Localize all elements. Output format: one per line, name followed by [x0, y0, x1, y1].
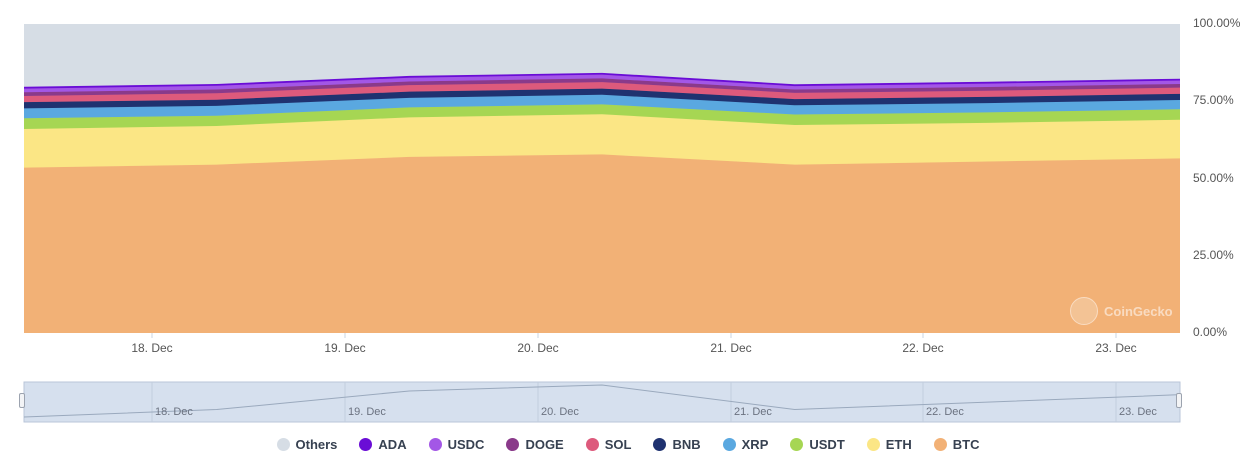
legend-dot-icon — [428, 438, 442, 451]
navigator-tick-label: 20. Dec — [541, 406, 579, 418]
x-tick-label: 22. Dec — [902, 341, 944, 355]
legend-dot-icon — [866, 438, 880, 451]
navigator-left-handle[interactable] — [19, 393, 25, 408]
series-areas — [23, 24, 1181, 333]
legend-label: SOL — [604, 437, 632, 452]
navigator-tick-label: 21. Dec — [734, 406, 772, 418]
legend-label: XRP — [741, 437, 769, 452]
y-tick-label: 100.00% — [1193, 16, 1241, 30]
y-tick-label: 0.00% — [1193, 325, 1228, 339]
legend-label: ETH — [885, 437, 912, 452]
area-usdc[interactable] — [24, 74, 1180, 93]
legend-dot-icon — [722, 438, 736, 451]
area-sol[interactable] — [24, 82, 1180, 103]
legend-dot-icon — [359, 438, 373, 451]
legend-item-ada[interactable]: ADA — [359, 437, 407, 452]
watermark-text: CoinGecko — [1104, 303, 1173, 319]
legend-label: ADA — [378, 437, 407, 452]
navigator-tick-label: 22. Dec — [926, 406, 964, 418]
x-tick-label: 21. Dec — [710, 341, 752, 355]
legend-item-eth[interactable]: ETH — [866, 437, 912, 452]
coingecko-logo-icon — [1070, 297, 1098, 325]
legend-item-usdt[interactable]: USDT — [790, 437, 845, 452]
gridlines — [151, 333, 1117, 338]
legend-label: Others — [295, 437, 338, 452]
navigator-series-line — [23, 384, 1181, 418]
navigator-window[interactable] — [23, 381, 1181, 423]
area-xrp[interactable] — [24, 94, 1180, 119]
legend-dot-icon — [585, 438, 599, 451]
area-usdt[interactable] — [24, 104, 1180, 130]
area-doge[interactable] — [24, 78, 1180, 96]
legend-dot-icon — [506, 438, 520, 451]
x-tick-label: 23. Dec — [1095, 341, 1137, 355]
area-ada[interactable] — [24, 72, 1180, 89]
legend-label: USDT — [809, 437, 845, 452]
navigator-tick-label: 18. Dec — [155, 406, 193, 418]
y-tick-label: 50.00% — [1193, 170, 1234, 185]
legend-label: BNB — [672, 437, 701, 452]
legend-item-doge[interactable]: DOGE — [506, 437, 564, 452]
legend-item-others[interactable]: Others — [276, 437, 338, 452]
legend-dot-icon — [276, 438, 290, 451]
navigator — [23, 381, 1181, 423]
legend-label: BTC — [952, 437, 980, 452]
x-tick-label: 19. Dec — [324, 341, 366, 355]
legend-item-sol[interactable]: SOL — [585, 437, 632, 452]
legend-item-usdc[interactable]: USDC — [428, 437, 485, 452]
legend-dot-icon — [790, 438, 804, 451]
x-tick-label: 18. Dec — [131, 341, 173, 355]
legend-item-bnb[interactable]: BNB — [653, 437, 701, 452]
watermark: CoinGecko — [1070, 297, 1173, 325]
y-tick-label: 25.00% — [1193, 247, 1234, 262]
x-tick-label: 20. Dec — [517, 341, 559, 355]
area-eth[interactable] — [24, 114, 1180, 168]
legend-dot-icon — [933, 438, 947, 451]
legend-label: DOGE — [525, 437, 564, 452]
legend: Others ADA USDC DOGE SOL BNB XRP USDT ETH BTC — [0, 437, 1256, 452]
legend-dot-icon — [653, 438, 667, 451]
navigator-tick-label: 19. Dec — [348, 406, 386, 418]
navigator-right-handle[interactable] — [1176, 393, 1182, 408]
navigator-tick-label: 23. Dec — [1119, 406, 1157, 418]
legend-item-btc[interactable]: BTC — [933, 437, 980, 452]
y-tick-label: 75.00% — [1193, 93, 1234, 108]
area-btc[interactable] — [24, 154, 1180, 333]
legend-label: USDC — [447, 437, 485, 452]
legend-item-xrp[interactable]: XRP — [722, 437, 769, 452]
area-bnb[interactable] — [24, 88, 1180, 109]
area-others[interactable] — [24, 24, 1180, 87]
